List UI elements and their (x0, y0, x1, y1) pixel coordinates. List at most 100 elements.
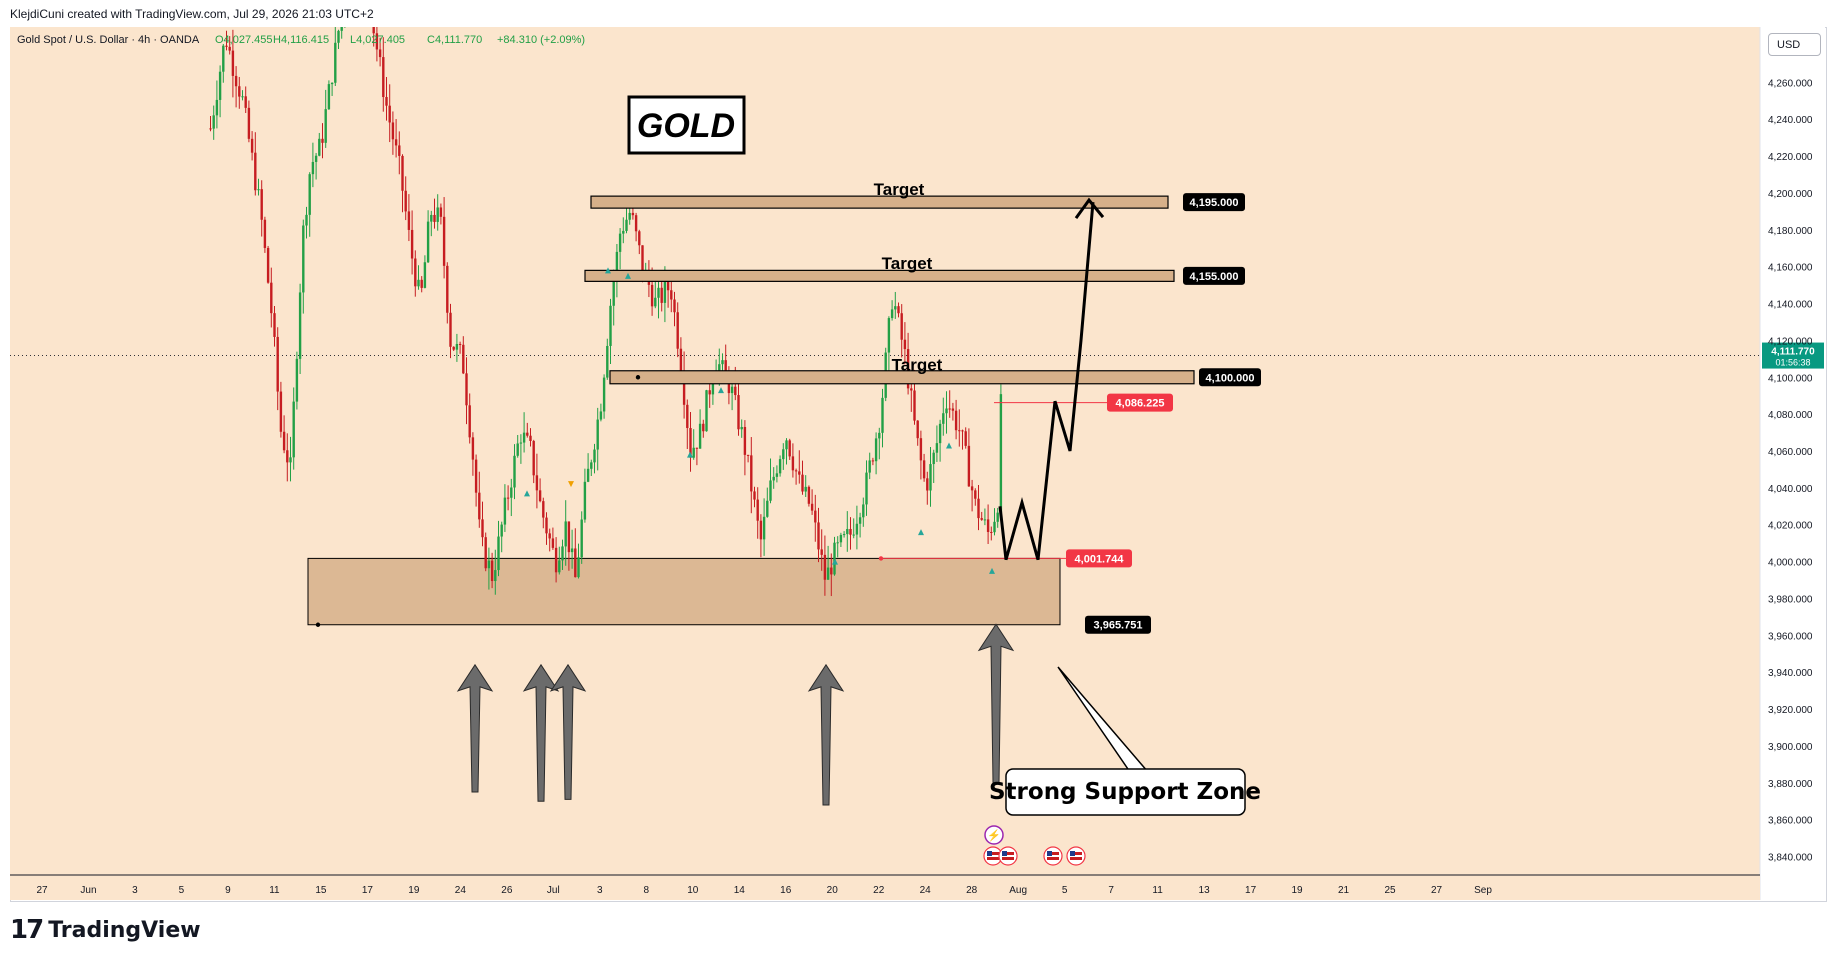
candle-body (654, 297, 657, 307)
candle-body (788, 440, 791, 457)
candle-body (833, 542, 836, 575)
signal-marker (989, 567, 995, 574)
candle-body (426, 221, 430, 263)
flag-stripe (1070, 852, 1082, 855)
x-tick-label: Jun (80, 885, 96, 896)
candle-body (935, 443, 939, 453)
candle-body (606, 345, 609, 378)
candle-body (826, 567, 830, 580)
candle-body (417, 279, 420, 287)
candle-body (897, 306, 900, 314)
chart-credit: KlejdiCuni created with TradingView.com,… (10, 7, 374, 21)
candle-body (874, 438, 878, 462)
zones-layer (307, 556, 1066, 627)
candle-body (225, 45, 228, 47)
candle-body (420, 279, 423, 288)
y-tick-label: 3,840.000 (1768, 853, 1813, 864)
x-tick-label: 20 (827, 885, 839, 896)
candle-body (814, 510, 817, 523)
candle-body (452, 346, 455, 350)
candle-body (490, 560, 494, 582)
overlay-layer: Target 4,195.000 Target 4,155.000 Target 4,10… (456, 180, 1824, 866)
candle-body (279, 391, 283, 432)
candle-body (234, 75, 238, 87)
candle-body (762, 516, 766, 540)
candle-body (705, 390, 708, 432)
candle-body (890, 309, 894, 319)
x-tick-label: 27 (36, 885, 48, 896)
candle-body (468, 405, 471, 438)
candle-body (414, 258, 417, 287)
candle-body (938, 423, 942, 444)
candle-body (254, 152, 257, 191)
time-axis: 27 Jun 3 5 9 11 15 17 19 24 26 Jul 3 8 10 14 16 20 22 24 28 A… (36, 885, 1492, 896)
flag-canton (1047, 851, 1052, 856)
y-tick-label: 4,260.000 (1768, 78, 1813, 89)
x-tick-label: 7 (1108, 885, 1114, 896)
candle-body (964, 431, 967, 446)
candle-body (519, 442, 523, 444)
candle-body (708, 390, 711, 395)
candle-body (241, 96, 244, 98)
candle-body (628, 212, 631, 220)
support-arrow (977, 623, 1015, 784)
candle-body (679, 348, 683, 374)
candle-body (906, 349, 910, 389)
candle-body (308, 174, 311, 215)
signal-marker (832, 558, 838, 565)
tradingview-logo[interactable]: 17 TradingView (10, 915, 201, 945)
y-tick-label: 4,180.000 (1768, 226, 1813, 237)
support-arrow (549, 663, 587, 800)
candle-body (295, 358, 299, 402)
level-price-label: 4,195.000 (1190, 197, 1239, 209)
candle-body (462, 344, 465, 374)
candle-body (778, 459, 782, 474)
x-tick-label: Aug (1009, 885, 1027, 896)
x-tick-label: 11 (1152, 885, 1163, 896)
candle-body (670, 290, 673, 300)
y-tick-label: 4,220.000 (1768, 152, 1813, 163)
candle-body (718, 364, 721, 371)
candle-body (394, 139, 398, 146)
ohlc-high: H4,116.415 (273, 34, 329, 46)
currency-button[interactable]: USD (1768, 33, 1821, 56)
signal-marker (918, 529, 924, 536)
candle-body (660, 287, 663, 303)
x-tick-label: 3 (132, 885, 138, 896)
y-tick-label: 3,960.000 (1768, 631, 1813, 642)
candle-body (305, 214, 308, 226)
candle-body (609, 305, 612, 346)
y-tick-label: 4,000.000 (1768, 558, 1813, 569)
y-tick-label: 4,240.000 (1768, 115, 1813, 126)
candle-body (433, 214, 436, 222)
candle-body (862, 504, 865, 518)
level-price-badge (1199, 368, 1261, 387)
callout-box[interactable] (1005, 768, 1246, 816)
candle-body (772, 476, 775, 481)
candle-body (855, 523, 859, 535)
x-tick-label: 22 (873, 885, 885, 896)
chart-canvas[interactable]: Target 4,195.000 Target 4,155.000 Target 4,10… (10, 27, 1825, 900)
support-bottom-price-label: 3,965.751 (1094, 620, 1143, 632)
candle-body (270, 282, 273, 314)
candle-body (666, 281, 670, 291)
y-tick-label: 3,860.000 (1768, 816, 1813, 827)
support-bottom-price-badge (1085, 615, 1151, 634)
candle-body (970, 486, 974, 491)
candle-body (804, 486, 807, 492)
price-axis-background (1760, 27, 1825, 900)
y-tick-label: 4,040.000 (1768, 484, 1813, 495)
candle-body (529, 435, 532, 441)
candle-body (823, 554, 827, 580)
candle-body (846, 528, 849, 535)
lightning-glyph: ⚡ (987, 829, 1001, 842)
anchor-dot (315, 622, 321, 627)
candle-body (474, 459, 478, 493)
target-label: Target (874, 180, 925, 199)
y-tick-label: 4,060.000 (1768, 447, 1813, 458)
candle-body (785, 440, 788, 450)
candle-body (967, 445, 971, 487)
candle-body (878, 432, 881, 439)
candle-body (929, 464, 932, 491)
current-price-value: 4,111.770 (1771, 347, 1815, 358)
